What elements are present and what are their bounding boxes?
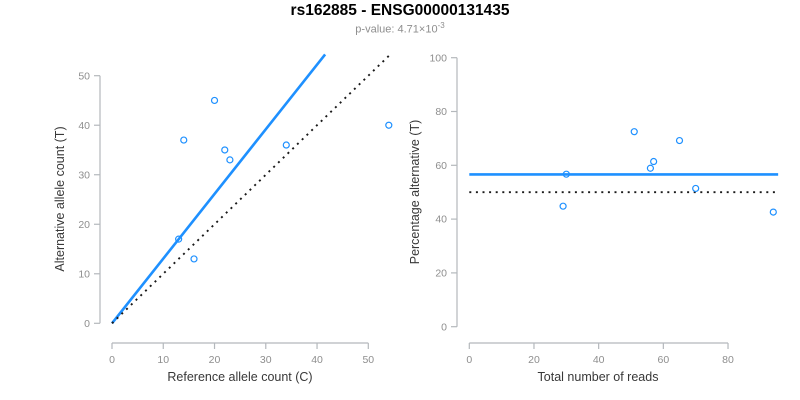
x-tick-label: 40: [593, 354, 605, 366]
y-axis-label: Percentage alternative (T): [408, 120, 422, 265]
scatter-point: [646, 164, 655, 172]
y-tick-label: 60: [435, 160, 447, 172]
scatter-point: [675, 136, 684, 145]
allelic-ratio-fit-line: [110, 53, 327, 325]
scatter-point: [180, 136, 188, 144]
y-tick-label: 100: [429, 52, 447, 64]
y-tick-label: 20: [435, 268, 447, 280]
y-tick-label: 10: [78, 268, 90, 280]
x-tick-label: 80: [722, 354, 734, 366]
x-axis-label: Total number of reads: [538, 370, 659, 384]
scatter-point: [226, 156, 234, 164]
y-tick-label: 20: [78, 219, 90, 231]
scatter-point: [650, 157, 658, 166]
x-tick-label: 20: [209, 354, 221, 366]
scatter-point: [559, 202, 567, 210]
scatter-point: [175, 235, 183, 243]
x-tick-label: 10: [157, 354, 169, 366]
y-tick-label: 0: [84, 318, 90, 330]
p-value-text: p-value: 4.71×10: [355, 23, 438, 36]
scatter-point: [385, 121, 393, 129]
scatter-point: [562, 170, 570, 178]
y-tick-label: 0: [441, 321, 447, 333]
x-tick-label: 60: [657, 354, 669, 366]
scatter-point: [210, 96, 219, 105]
scatter-point: [221, 146, 229, 154]
y-tick-label: 30: [78, 169, 90, 181]
x-tick-label: 50: [362, 354, 374, 366]
scatter-point: [692, 184, 700, 193]
chart-title: rs162885 - ENSG00000131435: [290, 2, 510, 19]
p-value-exponent: -3: [437, 21, 445, 30]
y-tick-label: 50: [78, 70, 90, 82]
y-tick-label: 80: [435, 106, 447, 118]
p-value-subtitle: p-value: 4.71×10-3: [0, 19, 800, 37]
x-tick-label: 0: [109, 354, 115, 366]
scatter-point: [190, 255, 198, 263]
scatter-point: [769, 208, 777, 216]
x-tick-label: 0: [466, 354, 472, 366]
y-axis-label: Alternative allele count (T): [53, 126, 67, 271]
scatter-point: [282, 141, 290, 149]
x-tick-label: 40: [311, 354, 323, 366]
x-axis-label: Reference allele count (C): [167, 370, 312, 384]
y-tick-label: 40: [435, 214, 447, 226]
y-tick-label: 40: [78, 120, 90, 132]
identity-line: [111, 53, 392, 324]
scatter-point: [630, 128, 638, 136]
chart-header: rs162885 - ENSG00000131435 p-value: 4.71…: [0, 2, 800, 37]
x-tick-label: 20: [528, 354, 540, 366]
x-tick-label: 30: [260, 354, 272, 366]
